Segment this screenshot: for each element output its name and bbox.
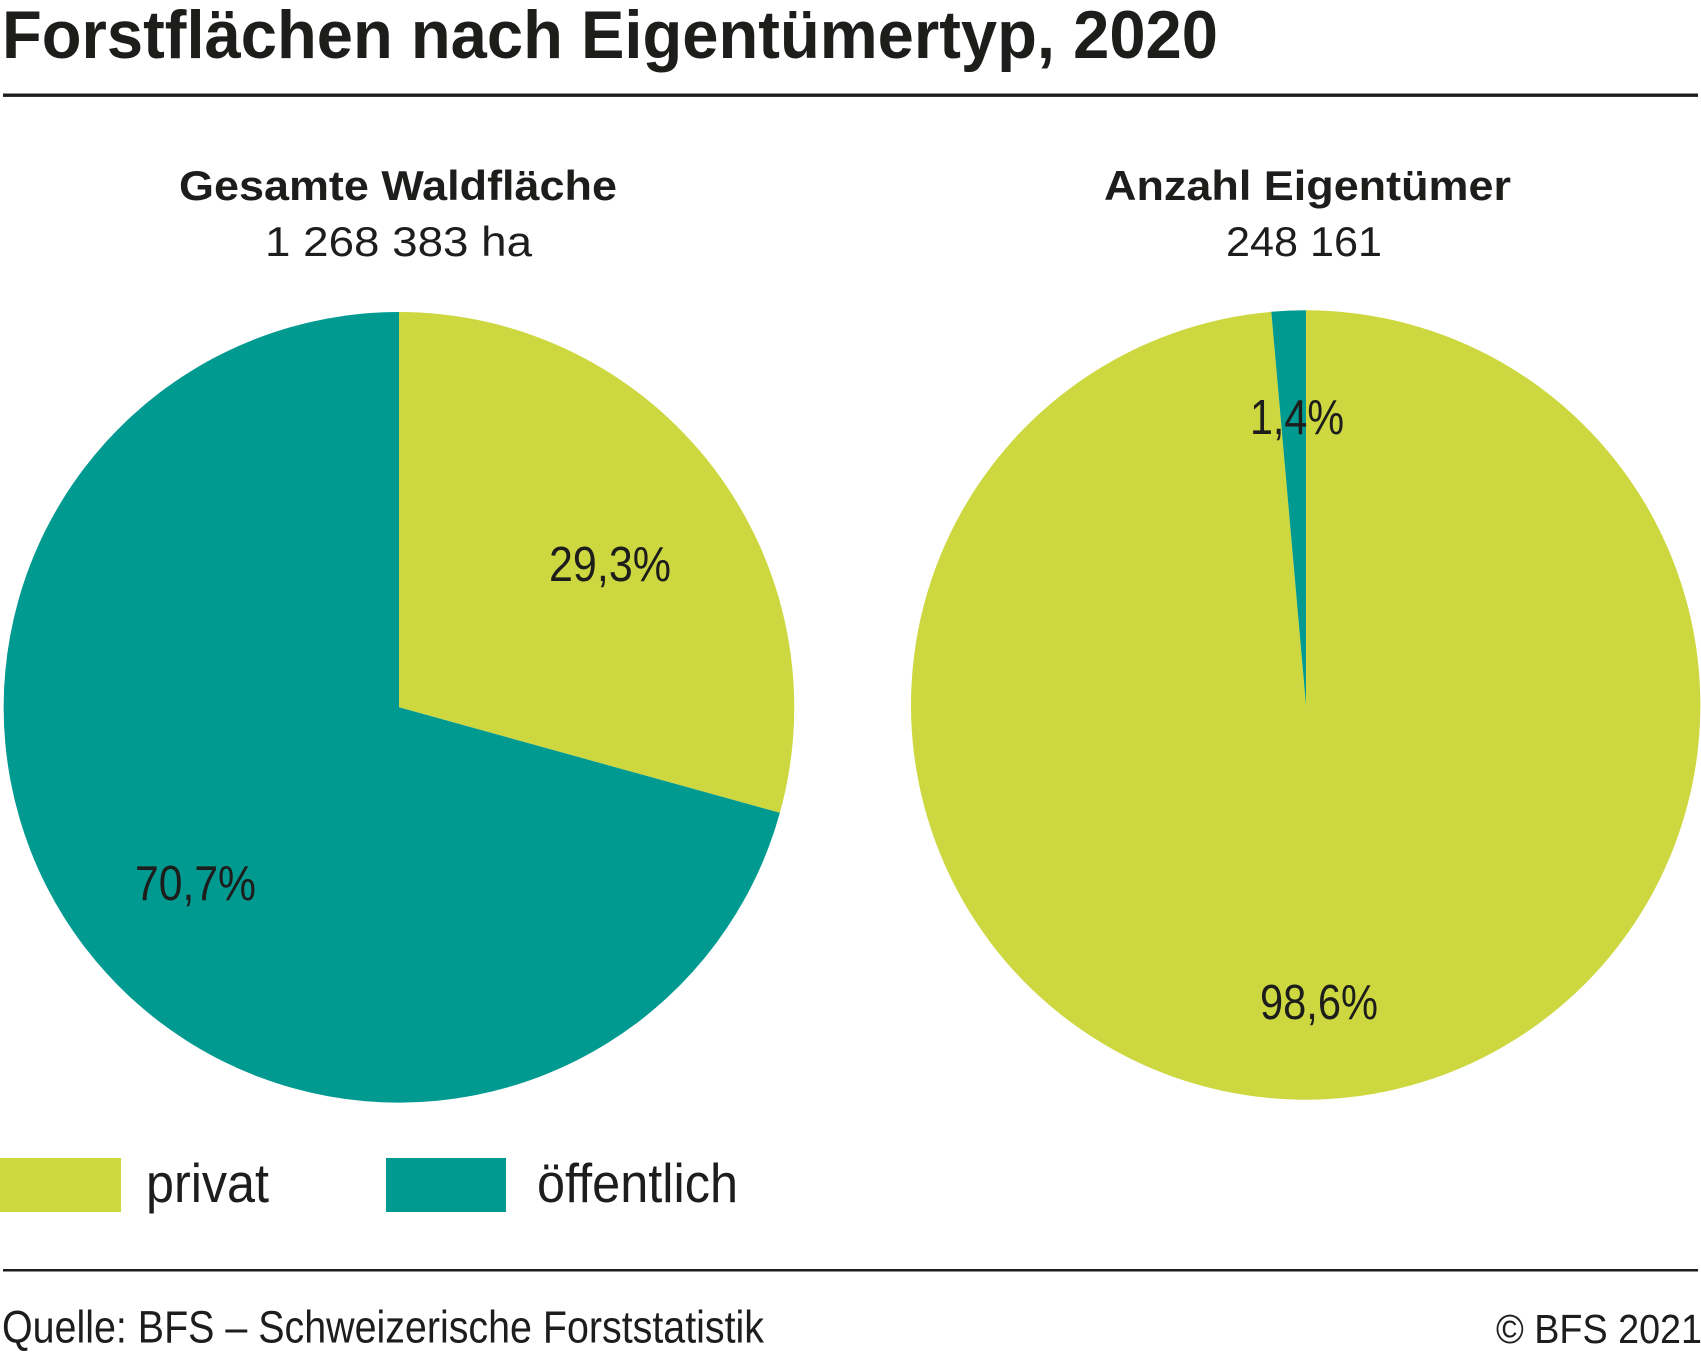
svg-text:70,7%: 70,7% [135,857,256,911]
svg-text:98,6%: 98,6% [1260,976,1378,1030]
svg-text:1 268 383 ha: 1 268 383 ha [265,218,533,265]
svg-text:© BFS 2021: © BFS 2021 [1496,1306,1701,1352]
svg-text:29,3%: 29,3% [549,538,671,592]
svg-text:Gesamte Waldfläche: Gesamte Waldfläche [179,162,617,209]
svg-text:Quelle: BFS – Schweizerische F: Quelle: BFS – Schweizerische Forststatis… [2,1302,764,1353]
svg-text:Anzahl Eigentümer: Anzahl Eigentümer [1104,162,1511,209]
svg-text:öffentlich: öffentlich [537,1152,738,1214]
svg-text:248 161: 248 161 [1226,218,1382,265]
svg-text:Forstflächen nach Eigentümerty: Forstflächen nach Eigentümertyp, 2020 [2,0,1218,73]
svg-text:1,4%: 1,4% [1250,391,1344,445]
svg-text:privat: privat [146,1152,269,1214]
